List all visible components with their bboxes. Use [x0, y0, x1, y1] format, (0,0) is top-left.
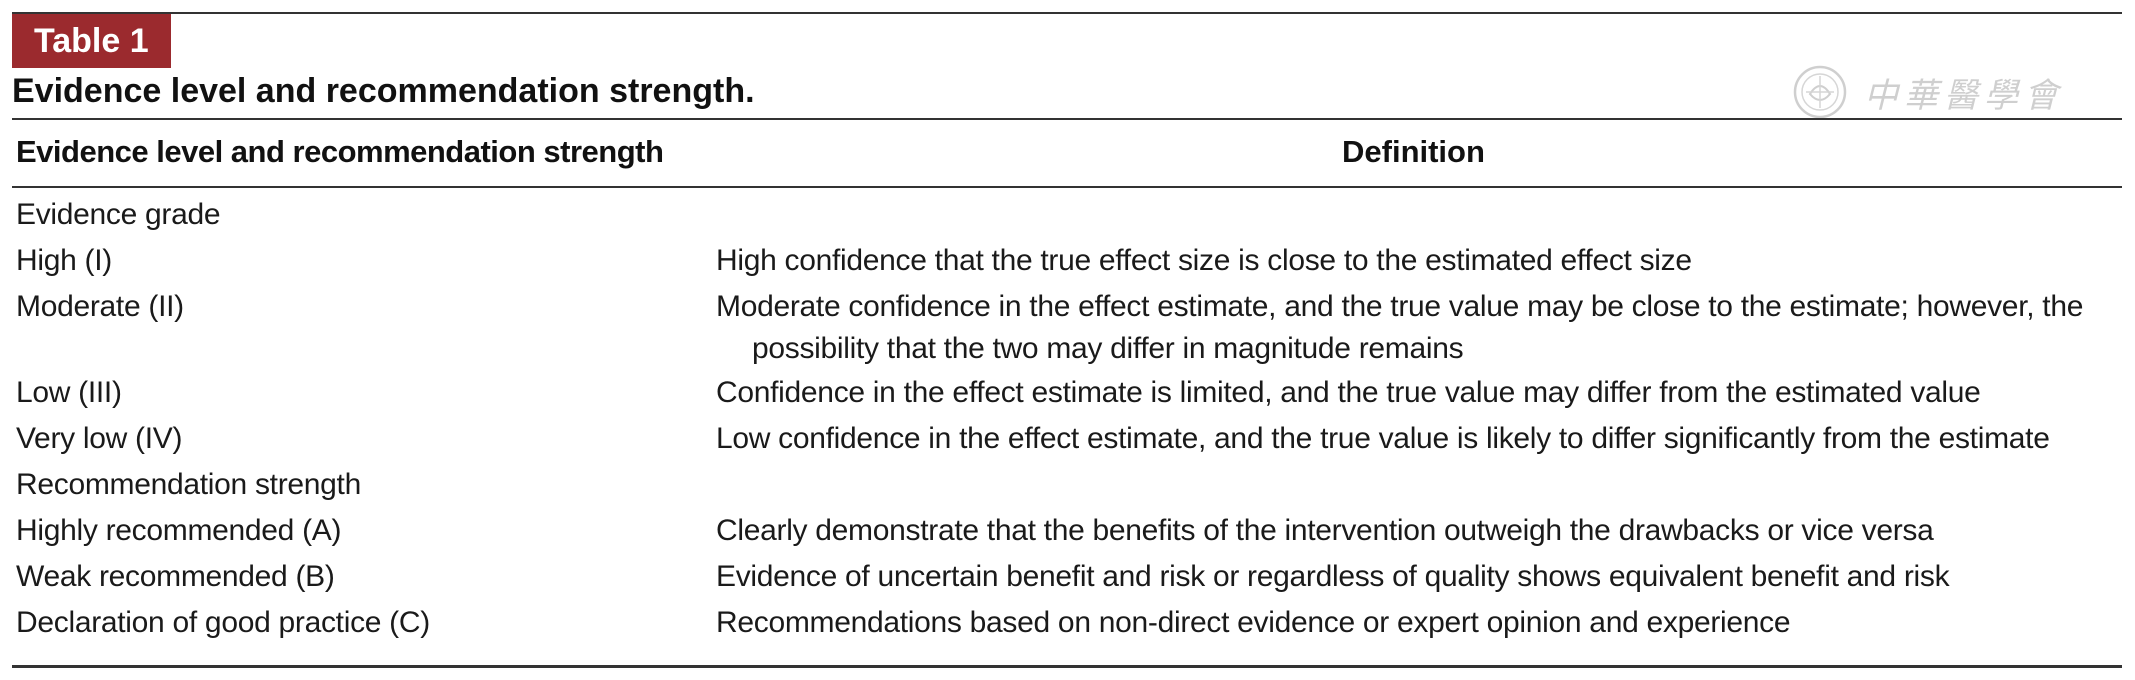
table-row: Recommendation strength	[12, 462, 2122, 508]
row-definition: Clearly demonstrate that the benefits of…	[716, 514, 1934, 547]
header-top-rule	[12, 118, 2122, 120]
table-bottom-rule	[12, 665, 2122, 668]
table-body: Evidence grade High (I) High confidence …	[12, 192, 2122, 646]
table-row: Moderate (II) Moderate confidence in the…	[12, 284, 2122, 370]
column-header-definition: Definition	[1342, 134, 1485, 169]
table-header: Evidence level and recommendation streng…	[12, 122, 2122, 184]
row-level: Weak recommended (B)	[16, 560, 335, 593]
table-row: Declaration of good practice (C) Recomme…	[12, 600, 2122, 646]
header-bottom-rule	[12, 186, 2122, 188]
row-definition: Confidence in the effect estimate is lim…	[716, 376, 1981, 409]
table-row: Evidence grade	[12, 192, 2122, 238]
table-figure: Table 1 Evidence level and recommendatio…	[12, 0, 2122, 680]
table-row: Very low (IV) Low confidence in the effe…	[12, 416, 2122, 462]
row-level: Very low (IV)	[16, 422, 183, 455]
table-label-badge: Table 1	[12, 14, 171, 68]
row-level: Highly recommended (A)	[16, 514, 342, 547]
row-level: Low (III)	[16, 376, 122, 409]
row-definition: Moderate confidence in the effect estima…	[716, 290, 2084, 365]
row-level: High (I)	[16, 244, 112, 277]
row-level: Recommendation strength	[16, 468, 361, 501]
table-row: High (I) High confidence that the true e…	[12, 238, 2122, 284]
row-definition: High confidence that the true effect siz…	[716, 244, 1692, 277]
row-definition: Recommendations based on non-direct evid…	[716, 606, 1791, 639]
row-level: Declaration of good practice (C)	[16, 606, 430, 639]
row-definition	[716, 192, 2116, 194]
publisher-seal-icon	[1793, 65, 1847, 119]
column-header-level: Evidence level and recommendation streng…	[16, 134, 664, 169]
watermark-text: 中華醫學會	[1864, 75, 2064, 116]
row-definition	[716, 462, 2116, 464]
table-row: Weak recommended (B) Evidence of uncerta…	[12, 554, 2122, 600]
row-level: Moderate (II)	[16, 290, 184, 323]
row-definition: Evidence of uncertain benefit and risk o…	[716, 560, 1950, 593]
top-rule	[12, 12, 2122, 14]
publisher-watermark: 中華醫學會	[1792, 62, 2122, 122]
row-level: Evidence grade	[16, 198, 221, 231]
table-caption: Evidence level and recommendation streng…	[12, 72, 755, 110]
row-definition: Low confidence in the effect estimate, a…	[716, 422, 2050, 455]
table-row: Low (III) Confidence in the effect estim…	[12, 370, 2122, 416]
table-row: Highly recommended (A) Clearly demonstra…	[12, 508, 2122, 554]
